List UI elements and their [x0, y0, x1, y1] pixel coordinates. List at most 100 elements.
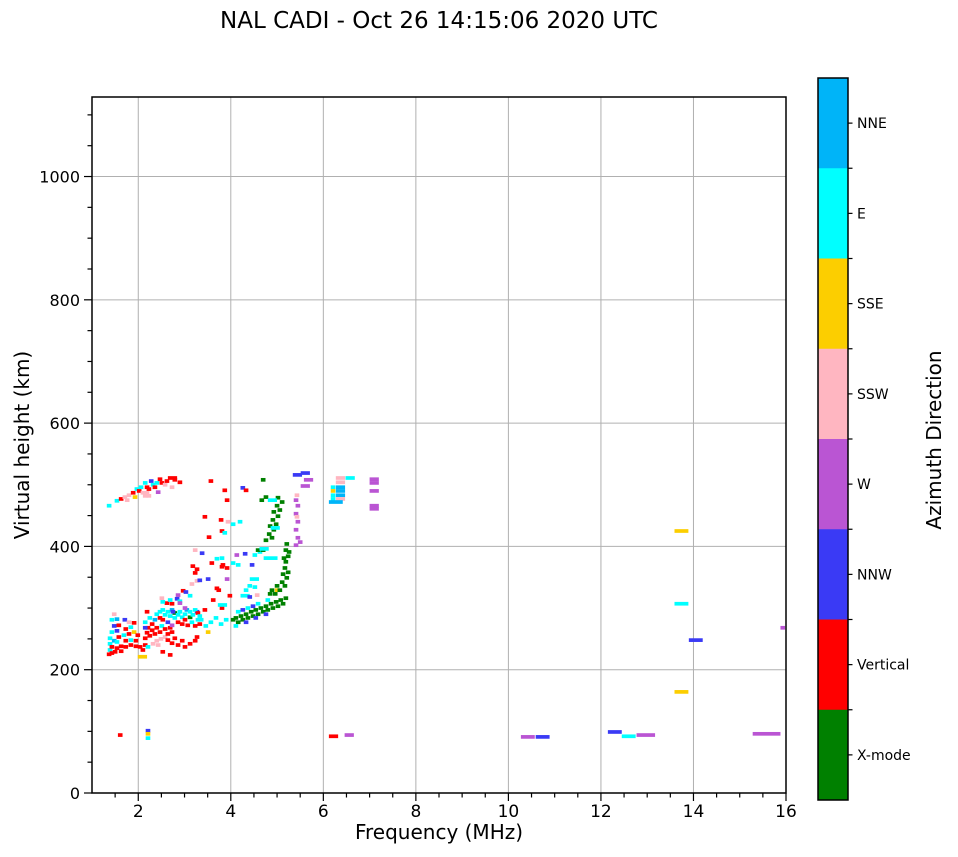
- echo-point: [203, 624, 209, 628]
- echo-point: [240, 485, 246, 490]
- colorbar-tick-label: NNW: [857, 567, 892, 583]
- echo-points: [106, 471, 786, 740]
- echo-point: [273, 522, 279, 527]
- echo-point: [154, 625, 160, 630]
- echo-point: [133, 638, 139, 643]
- echo-point: [607, 730, 622, 734]
- echo-point: [140, 490, 146, 495]
- echo-point: [142, 494, 148, 498]
- echo-point: [520, 735, 535, 739]
- echo-point: [243, 588, 249, 593]
- colorbar-segment-e: [818, 168, 848, 259]
- echo-point: [330, 485, 336, 490]
- echo-point: [137, 645, 143, 649]
- echo-point: [240, 593, 250, 598]
- echo-point: [621, 734, 636, 739]
- echo-point: [162, 635, 168, 639]
- echo-point: [205, 577, 211, 581]
- echo-point: [123, 638, 129, 643]
- echo-point: [159, 596, 165, 601]
- echo-point: [160, 600, 166, 604]
- echo-point: [165, 632, 171, 636]
- echo-point: [335, 480, 346, 485]
- echo-point: [225, 519, 231, 524]
- echo-point: [369, 506, 379, 511]
- echo-point: [535, 735, 550, 739]
- echo-point: [250, 614, 256, 618]
- echo-point: [328, 500, 343, 504]
- colorbar: NNE E SSE SSW W NNW Vertical X-mode: [817, 77, 911, 801]
- x-tick-label: 2: [133, 802, 144, 822]
- x-tick-label: 12: [590, 802, 612, 822]
- echo-point: [109, 645, 115, 649]
- echo-point: [169, 485, 175, 490]
- echo-point: [243, 488, 249, 493]
- echo-point: [242, 551, 248, 556]
- echo-point: [222, 488, 228, 493]
- echo-point: [259, 547, 269, 551]
- echo-point: [164, 601, 170, 605]
- axes: 2 4 6 8 10 12 14 16 0 200 400 600 800 1000: [39, 96, 797, 822]
- grid: [92, 97, 786, 793]
- echo-point: [106, 503, 112, 508]
- echo-point: [194, 635, 200, 639]
- echo-point: [270, 526, 280, 530]
- echo-point: [293, 543, 299, 548]
- echo-point: [162, 482, 168, 487]
- echo-point: [674, 529, 689, 533]
- echo-point: [131, 630, 137, 634]
- echo-point: [159, 624, 165, 628]
- echo-point: [179, 615, 185, 620]
- echo-point: [206, 535, 212, 540]
- echo-point: [182, 617, 188, 622]
- echo-point: [197, 614, 203, 618]
- echo-point: [167, 614, 173, 618]
- echo-point: [179, 638, 185, 643]
- echo-point: [140, 648, 146, 652]
- echo-point: [142, 620, 148, 625]
- echo-point: [189, 582, 195, 586]
- echo-point: [230, 561, 236, 565]
- echo-point: [279, 500, 285, 504]
- echo-point: [107, 636, 113, 641]
- echo-point: [165, 620, 171, 625]
- echo-point: [238, 614, 244, 618]
- echo-point: [165, 638, 171, 642]
- echo-point: [144, 609, 150, 614]
- echo-point: [259, 498, 265, 503]
- echo-point: [109, 617, 115, 622]
- echo-point: [187, 615, 193, 620]
- echo-point: [248, 609, 254, 614]
- echo-point: [208, 479, 214, 483]
- echo-point: [111, 612, 117, 617]
- echo-point: [330, 493, 336, 498]
- echo-point: [275, 514, 281, 519]
- echo-point: [118, 649, 124, 654]
- echo-point: [164, 479, 170, 483]
- echo-point: [179, 622, 185, 626]
- colorbar-segment-x-mode: [818, 709, 848, 801]
- echo-point: [157, 630, 163, 634]
- echo-point: [272, 592, 278, 596]
- echo-point: [335, 476, 346, 480]
- echo-point: [230, 522, 236, 527]
- echo-point: [148, 479, 154, 483]
- echo-point: [284, 542, 290, 546]
- echo-point: [145, 645, 151, 649]
- echo-point: [150, 641, 156, 646]
- echo-point: [252, 585, 258, 589]
- colorbar-tick-label: X-mode: [857, 748, 911, 764]
- x-axis-label: Frequency (MHz): [354, 820, 524, 844]
- echo-point: [167, 653, 173, 657]
- echo-point: [147, 616, 153, 620]
- echo-point: [109, 630, 115, 634]
- echo-point: [136, 489, 142, 493]
- echo-point: [243, 612, 249, 617]
- echo-point: [283, 548, 289, 552]
- echo-point: [245, 616, 251, 620]
- echo-point: [294, 514, 300, 519]
- echo-point: [192, 638, 198, 643]
- echo-point: [118, 644, 124, 649]
- echo-point: [155, 643, 161, 647]
- x-tick-label: 16: [775, 802, 797, 822]
